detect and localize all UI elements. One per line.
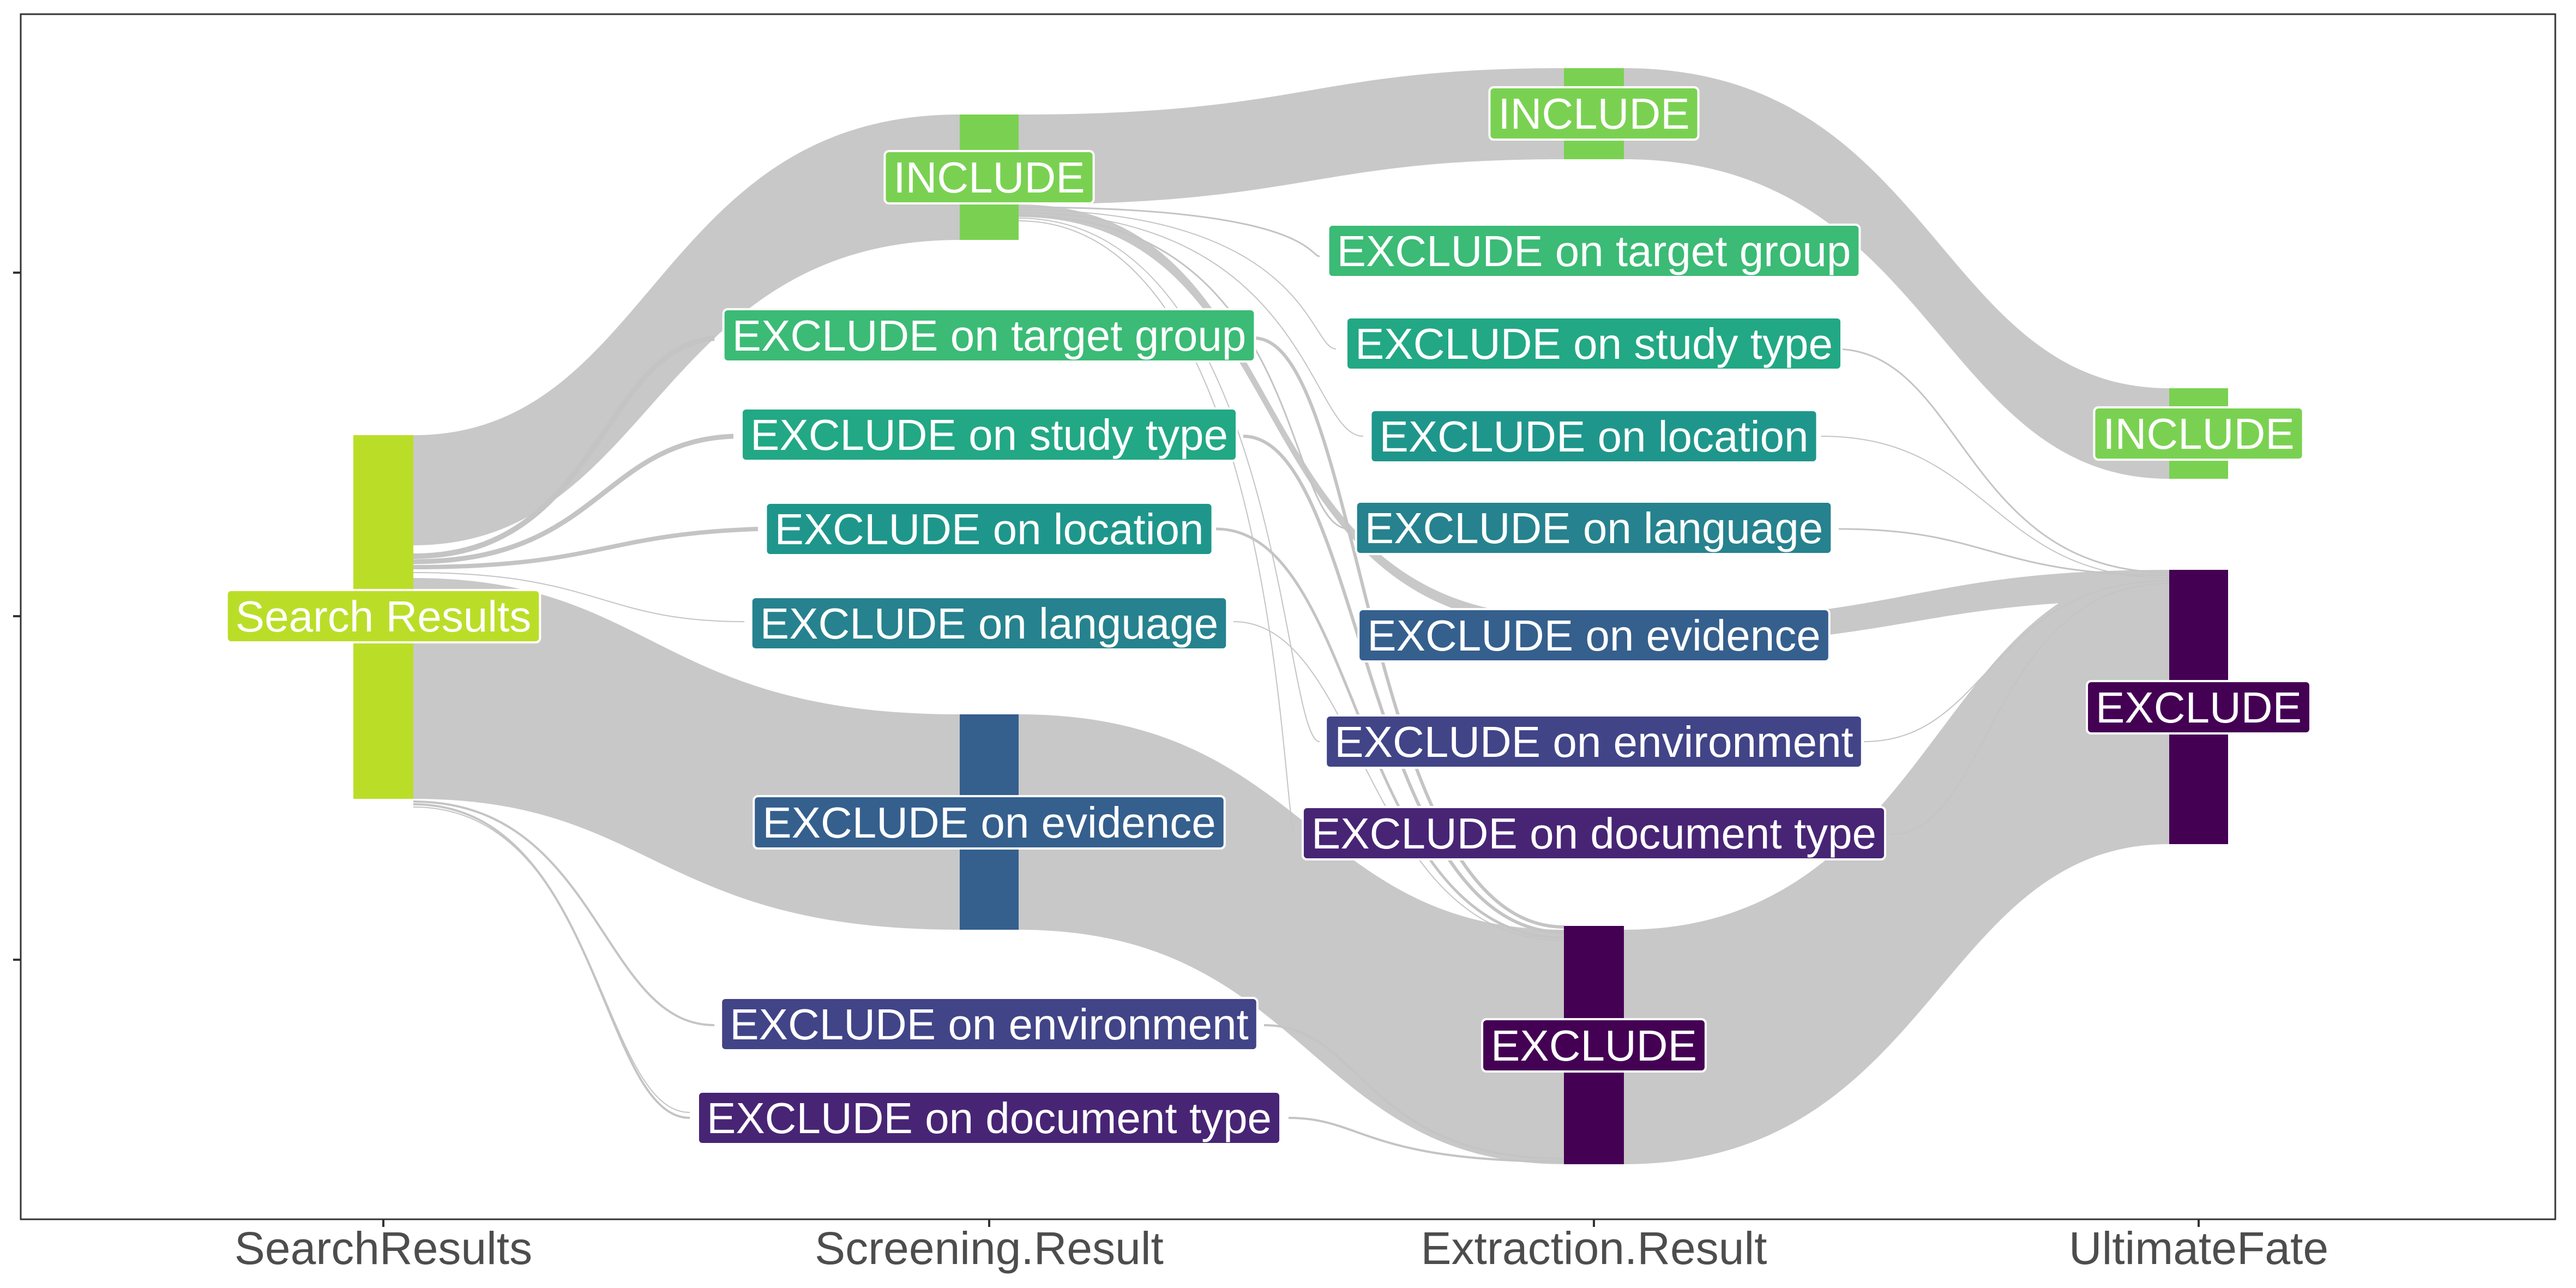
- node-label-search-results: Search Results: [225, 589, 541, 643]
- node-label-text: EXCLUDE on study type: [750, 411, 1228, 459]
- node-label-box: [720, 997, 1259, 1051]
- flow-thin: [1018, 214, 1350, 530]
- flow-thin: [1838, 528, 2170, 576]
- node-label-text: EXCLUDE on location: [774, 505, 1203, 553]
- node-label-box: [741, 407, 1238, 462]
- flow-thin: [1243, 435, 1564, 934]
- x-axis-label-extraction-result: Extraction.Result: [1421, 1223, 1767, 1274]
- node-label-screening-document-type: EXCLUDE on document type: [696, 1091, 1282, 1145]
- node-label-extraction-exclude: EXCLUDE: [1481, 1018, 1707, 1073]
- flow-thin: [1018, 218, 1320, 742]
- node-label-text: INCLUDE: [2103, 410, 2294, 458]
- node-label-extraction-study-type: EXCLUDE on study type: [1345, 316, 1843, 371]
- node-label-text: EXCLUDE on document type: [1311, 809, 1876, 858]
- flow-include-to-include: [1019, 68, 1564, 204]
- flow-thin: [1233, 621, 1564, 941]
- node-label-extraction-environment: EXCLUDE on environment: [1325, 714, 1863, 769]
- flow-thin: [1863, 580, 2170, 742]
- x-axis-label-ultimatefate: UltimateFate: [2069, 1223, 2328, 1274]
- node-labels: Search Results INCLUDE EXCLUDE on target…: [225, 86, 2312, 1145]
- node-label-box: [1325, 714, 1863, 769]
- node-label-screening-environment: EXCLUDE on environment: [720, 997, 1259, 1051]
- node-label-box: [1327, 224, 1861, 278]
- flow-thin: [1018, 212, 1364, 437]
- flow-thin: [413, 572, 745, 622]
- flow-thin: [413, 335, 715, 559]
- flow-thin: [1018, 209, 1337, 350]
- flow-thin: [1821, 436, 2170, 579]
- flow-thin: [413, 801, 715, 1026]
- node-label-text: Search Results: [236, 592, 531, 641]
- node-label-screening-evidence: EXCLUDE on evidence: [753, 795, 1226, 850]
- node-label-screening-study-type: EXCLUDE on study type: [741, 407, 1238, 462]
- node-label-screening-include: INCLUDE: [883, 150, 1095, 204]
- x-axis-label-screening-result: Screening.Result: [815, 1223, 1164, 1274]
- node-label-box: [696, 1091, 1282, 1145]
- x-axis-labels: SearchResults Screening.Result Extractio…: [234, 1219, 2328, 1274]
- node-label-text: EXCLUDE on evidence: [1367, 611, 1821, 660]
- node-label-text: EXCLUDE on language: [1365, 504, 1823, 552]
- node-label-box: [753, 795, 1226, 850]
- node-label-screening-target-group: EXCLUDE on target group: [722, 308, 1256, 363]
- flow-thin: [413, 434, 734, 564]
- node-label-extraction-document-type: EXCLUDE on document type: [1301, 806, 1887, 860]
- node-label-box: [225, 589, 541, 643]
- node-label-text: EXCLUDE on environment: [730, 1000, 1249, 1049]
- node-label-text: INCLUDE: [1498, 89, 1689, 138]
- node-label-extraction-location: EXCLUDE on location: [1369, 409, 1819, 464]
- flow-thin: [1891, 583, 2170, 835]
- flow-thin: [1834, 348, 2170, 574]
- node-label-box: [1488, 86, 1700, 141]
- node-label-extraction-include: INCLUDE: [1488, 86, 1700, 141]
- node-label-text: EXCLUDE on environment: [1334, 718, 1853, 766]
- node-label-box: [1369, 409, 1819, 464]
- node-label-box: [883, 150, 1095, 204]
- node-label-extraction-target-group: EXCLUDE on target group: [1327, 224, 1861, 278]
- node-label-box: [1481, 1018, 1707, 1073]
- flows: [413, 68, 2170, 1164]
- node-label-text: INCLUDE: [893, 153, 1085, 202]
- node-label-text: EXCLUDE on target group: [1337, 227, 1851, 275]
- node-label-box: [1355, 501, 1833, 555]
- node-label-text: EXCLUDE on target group: [732, 311, 1247, 360]
- node-label-text: EXCLUDE on study type: [1355, 320, 1833, 368]
- flow-thin: [1288, 1117, 1564, 1163]
- node-label-box: [1345, 316, 1843, 371]
- flow-thin: [413, 527, 759, 569]
- y-axis-ticks: [13, 272, 21, 961]
- node-label-text: EXCLUDE on location: [1379, 412, 1808, 461]
- node-label-final-include: INCLUDE: [2093, 406, 2304, 461]
- node-label-box: [2093, 406, 2304, 461]
- flow-thin: [1018, 206, 1320, 257]
- node-label-box: [2086, 680, 2312, 735]
- node-label-screening-location: EXCLUDE on location: [765, 502, 1214, 556]
- flow-include-to-include-final: [1624, 68, 2169, 479]
- node-label-text: EXCLUDE on document type: [707, 1094, 1272, 1142]
- node-label-text: EXCLUDE: [1491, 1021, 1697, 1070]
- flow-thin: [1018, 220, 1296, 835]
- x-axis-label-searchresults: SearchResults: [234, 1223, 532, 1274]
- node-label-extraction-language: EXCLUDE on language: [1355, 501, 1833, 555]
- node-label-screening-language: EXCLUDE on language: [750, 596, 1229, 651]
- node-label-text: EXCLUDE on evidence: [762, 798, 1216, 847]
- node-label-extraction-evidence: EXCLUDE on evidence: [1357, 608, 1831, 663]
- flow-exclude-to-exclude-final: [1624, 570, 2169, 1164]
- flow-search-to-include: [413, 115, 960, 545]
- flow-thin: [1263, 1024, 1564, 1160]
- node-label-text: EXCLUDE on language: [760, 599, 1219, 648]
- node-label-text: EXCLUDE: [2096, 683, 2302, 732]
- node-label-box: [1301, 806, 1887, 860]
- flow-thin: [413, 806, 690, 1113]
- node-label-final-exclude: EXCLUDE: [2086, 680, 2312, 735]
- node-label-box: [722, 308, 1256, 363]
- node-label-box: [765, 502, 1214, 556]
- node-label-box: [750, 596, 1229, 651]
- node-label-box: [1357, 608, 1831, 663]
